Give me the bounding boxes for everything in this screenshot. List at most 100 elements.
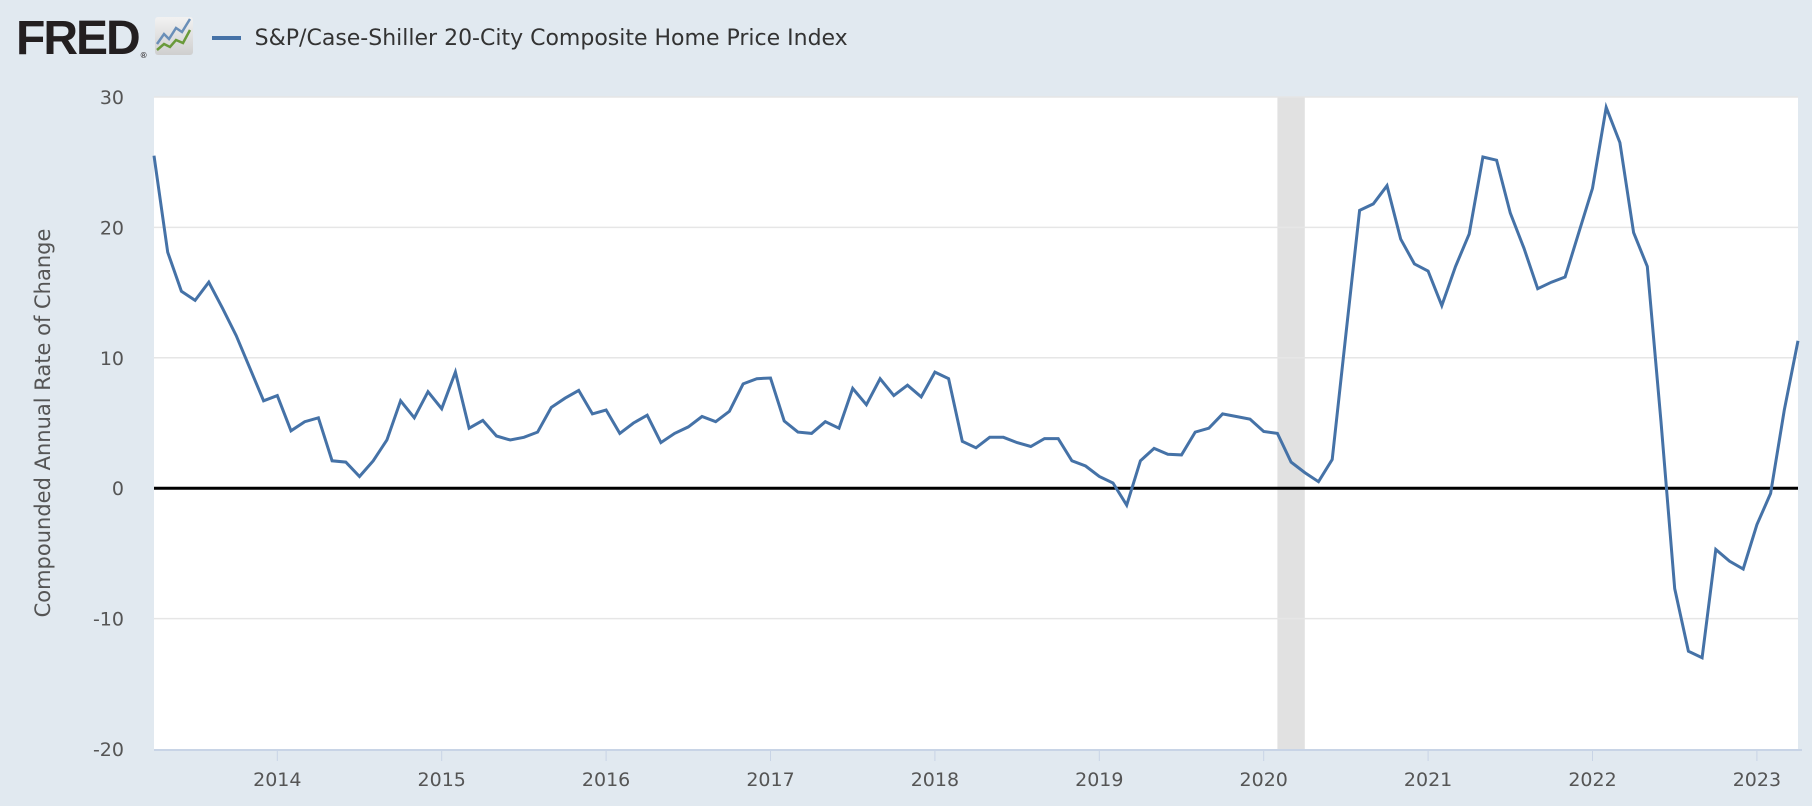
data-point [961,440,964,443]
data-point [317,416,320,419]
data-point [262,399,265,402]
header: FRED ® S&P/Case-Shiller 20-City Composit… [16,12,848,65]
data-point [495,435,498,438]
data-point [1331,458,1334,461]
data-point [1797,339,1800,342]
data-point [1413,262,1416,265]
data-point [522,436,525,439]
data-point [1125,504,1128,507]
data-point [1112,481,1115,484]
data-point [879,377,882,380]
x-tick-label: 2019 [1075,769,1123,791]
data-point [1290,461,1293,464]
data-point [1481,155,1484,158]
data-point [427,390,430,393]
data-point [1673,587,1676,590]
data-point [1002,436,1005,439]
data-point [1755,523,1758,526]
fred-logo[interactable]: FRED ® [16,11,194,66]
data-point [413,416,416,419]
data-point [194,299,197,302]
data-point [1016,441,1019,444]
data-point [1509,212,1512,215]
series-line [152,101,1800,660]
data-point [1591,187,1594,190]
data-point [769,377,772,380]
data-point [1153,447,1156,450]
data-point [344,461,347,464]
data-point [947,377,950,380]
x-tick-label: 2015 [418,769,466,791]
legend-swatch [211,36,241,40]
x-tick-label: 2022 [1568,769,1616,791]
data-point [331,459,334,462]
data-point [920,395,923,398]
data-point [248,367,251,370]
plot-area [154,97,1798,749]
data-point [207,281,210,284]
data-point [1221,412,1224,415]
data-point [646,414,649,417]
data-point [1769,492,1772,495]
x-tick-label: 2020 [1240,769,1288,791]
data-point [221,307,224,310]
data-point [1564,275,1567,278]
data-point [632,422,635,425]
data-point [1646,265,1649,268]
data-point [851,387,854,390]
data-point [1235,415,1238,418]
y-tick-label: 30 [100,87,124,109]
data-point [1207,427,1210,430]
data-point [1372,202,1375,205]
x-tick-label: 2021 [1404,769,1452,791]
data-point [1098,475,1101,478]
y-tick-label: 20 [100,217,124,239]
legend-label: S&P/Case-Shiller 20-City Composite Home … [254,25,848,51]
data-point [1180,453,1183,456]
data-point [1043,437,1046,440]
data-point [865,403,868,406]
data-point [1687,650,1690,653]
data-point [1139,459,1142,462]
data-point [1742,568,1745,571]
data-point [1029,445,1032,448]
data-point [1536,287,1539,290]
data-point [1468,232,1471,235]
data-point [1057,437,1060,440]
data-point [481,419,484,422]
data-point [1605,106,1608,109]
data-point [755,377,758,380]
data-point [824,420,827,423]
data-point [975,446,978,449]
legend[interactable]: S&P/Case-Shiller 20-City Composite Home … [211,25,848,51]
data-point [1344,333,1347,336]
data-point [906,384,909,387]
data-point [577,389,580,392]
data-point [1399,238,1402,241]
data-point [673,432,676,435]
data-point [1386,184,1389,187]
data-point [180,290,183,293]
data-point [1303,471,1306,474]
data-point [1276,432,1279,435]
data-point [440,407,443,410]
data-point [399,399,402,402]
data-point [1249,418,1252,421]
data-point [1358,209,1361,212]
data-point [1194,431,1197,434]
data-point [1701,656,1704,659]
data-point [838,427,841,430]
data-point [1440,304,1443,307]
y-axis-title: Compounded Annual Rate of Change [31,229,55,618]
data-point [1454,265,1457,268]
data-point [1577,231,1580,234]
data-point [454,371,457,374]
data-point [372,459,375,462]
data-point [591,412,594,415]
y-tick-label: -20 [93,739,124,761]
data-point [385,438,388,441]
data-point [1427,270,1430,273]
data-point [509,438,512,441]
x-tick-label: 2018 [911,769,959,791]
